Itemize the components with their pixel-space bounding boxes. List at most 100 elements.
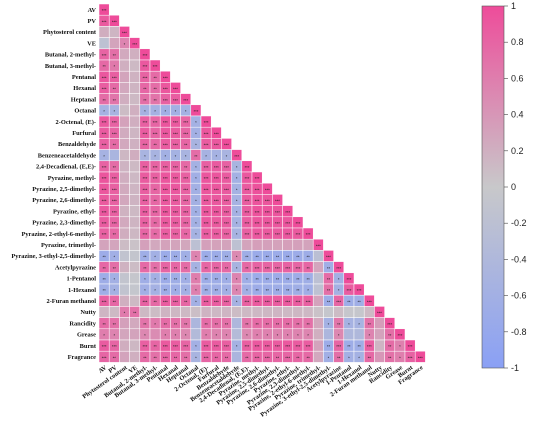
significance-mark: * xyxy=(277,333,279,338)
heatmap-cell xyxy=(129,328,141,341)
significance-mark: * xyxy=(185,154,187,159)
significance-mark: *** xyxy=(112,75,117,80)
significance-mark: * xyxy=(124,42,126,47)
significance-mark: *** xyxy=(306,232,311,237)
heatmap-cell xyxy=(241,306,253,318)
significance-mark: ** xyxy=(286,322,290,327)
heatmap-cell xyxy=(119,126,130,139)
row-label-pyrazine-2-3-dimethyl: Pyrazine, 2,3-dimethyl- xyxy=(32,220,96,227)
significance-mark: * xyxy=(399,355,401,360)
heatmap-cell xyxy=(312,261,324,274)
significance-mark: *** xyxy=(265,221,270,226)
significance-mark: *** xyxy=(173,87,178,92)
colorbar-tick-label: 1 xyxy=(511,1,516,11)
significance-mark: *** xyxy=(142,344,147,349)
significance-mark: *** xyxy=(255,266,260,271)
significance-mark: *** xyxy=(275,210,280,215)
heatmap-cell xyxy=(374,328,385,341)
significance-mark: *** xyxy=(244,165,249,170)
significance-mark: *** xyxy=(112,199,117,204)
significance-mark: ** xyxy=(327,344,331,349)
heatmap-cell xyxy=(251,238,263,251)
heatmap-cell xyxy=(190,238,202,251)
heatmap-cell xyxy=(129,171,141,184)
significance-mark: ** xyxy=(266,255,270,260)
heatmap-cell xyxy=(129,93,141,106)
significance-mark: *** xyxy=(255,299,260,304)
significance-mark: * xyxy=(246,277,248,282)
heatmap-cell xyxy=(180,238,192,251)
significance-mark: *** xyxy=(173,221,178,226)
significance-mark: *** xyxy=(224,187,229,192)
significance-mark: ** xyxy=(102,322,106,327)
significance-mark: ** xyxy=(215,355,219,360)
significance-mark: *** xyxy=(112,19,117,24)
significance-mark: * xyxy=(368,333,370,338)
column-label-ve: VE xyxy=(128,364,139,375)
row-label-phytosterol-content: Phytosterol content xyxy=(43,29,97,36)
significance-mark: ** xyxy=(276,255,280,260)
heatmap-cell xyxy=(190,306,202,318)
heatmap-cell xyxy=(272,238,283,251)
colorbar-gradient xyxy=(481,5,505,369)
significance-mark: * xyxy=(195,355,197,360)
significance-mark: * xyxy=(154,322,156,327)
significance-mark: *** xyxy=(295,266,300,271)
significance-mark: * xyxy=(103,333,105,338)
heatmap-cell xyxy=(119,261,130,274)
significance-mark: *** xyxy=(285,299,290,304)
significance-mark: * xyxy=(236,255,238,260)
significance-mark: ** xyxy=(113,143,117,148)
significance-mark: *** xyxy=(214,344,219,349)
significance-mark: *** xyxy=(102,344,107,349)
significance-mark: ** xyxy=(347,344,351,349)
heatmap-cell xyxy=(129,238,141,251)
heatmap-cell xyxy=(312,339,324,352)
heatmap-cell xyxy=(129,115,141,128)
significance-mark: *** xyxy=(102,143,107,148)
significance-mark: ** xyxy=(276,277,280,282)
heatmap-cell xyxy=(129,261,141,274)
significance-mark: ** xyxy=(143,266,147,271)
heatmap-cell xyxy=(129,216,141,229)
significance-mark: *** xyxy=(275,199,280,204)
heatmap-cell xyxy=(108,26,120,38)
significance-mark: *** xyxy=(367,344,372,349)
significance-mark: ** xyxy=(113,87,117,92)
heatmap-cell xyxy=(129,149,141,162)
significance-mark: *** xyxy=(244,176,249,181)
significance-mark: *** xyxy=(265,266,270,271)
row-label-benzaldehyde: Benzaldehyde xyxy=(58,141,96,148)
significance-mark: ** xyxy=(174,277,178,282)
significance-mark: *** xyxy=(142,53,147,58)
significance-mark: *** xyxy=(224,221,229,226)
heatmap-cell xyxy=(119,160,130,173)
significance-mark: * xyxy=(164,333,166,338)
significance-mark: *** xyxy=(244,344,249,349)
heatmap-cell xyxy=(119,272,130,285)
significance-mark: *** xyxy=(153,165,158,170)
significance-mark: *** xyxy=(173,187,178,192)
significance-mark: ** xyxy=(296,277,300,282)
significance-mark: *** xyxy=(142,221,147,226)
significance-mark: * xyxy=(236,176,238,181)
significance-mark: *** xyxy=(102,120,107,125)
significance-mark: ** xyxy=(113,266,117,271)
significance-mark: *** xyxy=(255,199,260,204)
significance-mark: *** xyxy=(102,232,107,237)
significance-mark: *** xyxy=(204,143,209,148)
significance-mark: * xyxy=(113,64,115,69)
significance-mark: *** xyxy=(265,199,270,204)
significance-mark: *** xyxy=(102,187,107,192)
heatmap-cell xyxy=(139,238,151,251)
significance-mark: * xyxy=(287,333,289,338)
significance-mark: ** xyxy=(102,64,106,69)
significance-mark: * xyxy=(154,109,156,114)
heatmap-cell xyxy=(129,250,141,262)
significance-mark: * xyxy=(338,288,340,293)
heatmap-cell xyxy=(251,306,263,318)
significance-mark: *** xyxy=(285,210,290,215)
significance-mark: ** xyxy=(276,288,280,293)
significance-mark: ** xyxy=(357,299,361,304)
heatmap-cell xyxy=(231,238,243,251)
